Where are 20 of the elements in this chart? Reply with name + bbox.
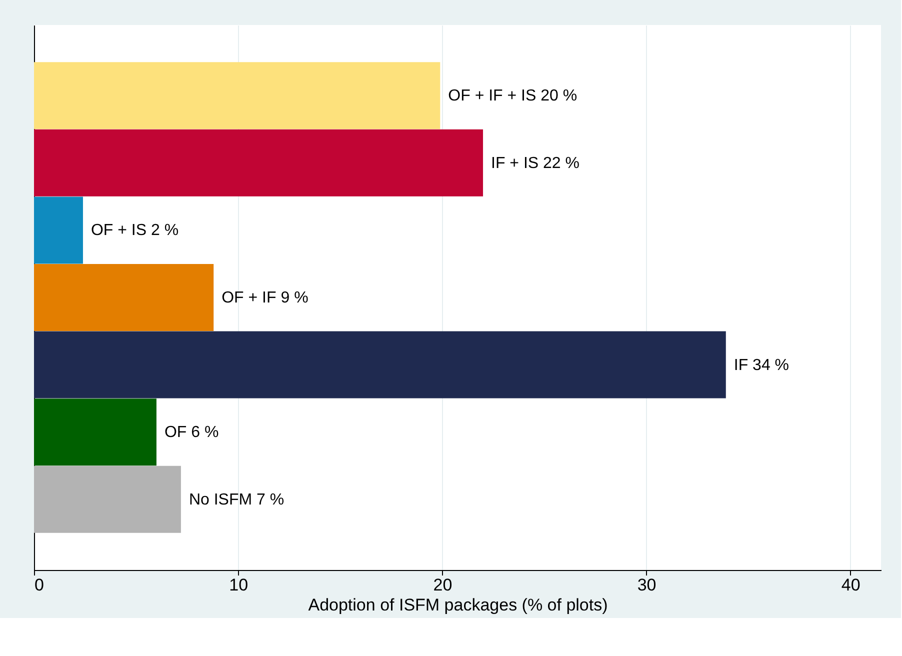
x-tick-label: 40 — [841, 576, 860, 594]
data-label: OF + IF + IS 20 % — [448, 88, 578, 105]
x-tick-label: 30 — [637, 576, 656, 594]
bar — [34, 398, 156, 466]
data-label: IF 34 % — [734, 356, 790, 374]
bar — [34, 264, 214, 331]
data-label: OF + IF 9 % — [222, 290, 308, 306]
bar — [34, 466, 181, 533]
data-label: OF + IS 2 % — [90, 222, 179, 240]
data-label: No ISFM 7 % — [188, 491, 284, 508]
bar — [34, 331, 726, 398]
bar — [34, 129, 484, 196]
data-label: OF 6 % — [164, 424, 219, 442]
bar — [34, 196, 83, 264]
x-tick-label: 0 — [34, 576, 44, 594]
x-tick-label: 10 — [229, 576, 248, 594]
x-axis-title: Adoption of ISFM packages (% of plots) — [308, 596, 608, 614]
data-label: IF + IS 22 % — [491, 154, 580, 172]
bar — [34, 62, 440, 130]
x-tick-label: 20 — [433, 576, 452, 594]
